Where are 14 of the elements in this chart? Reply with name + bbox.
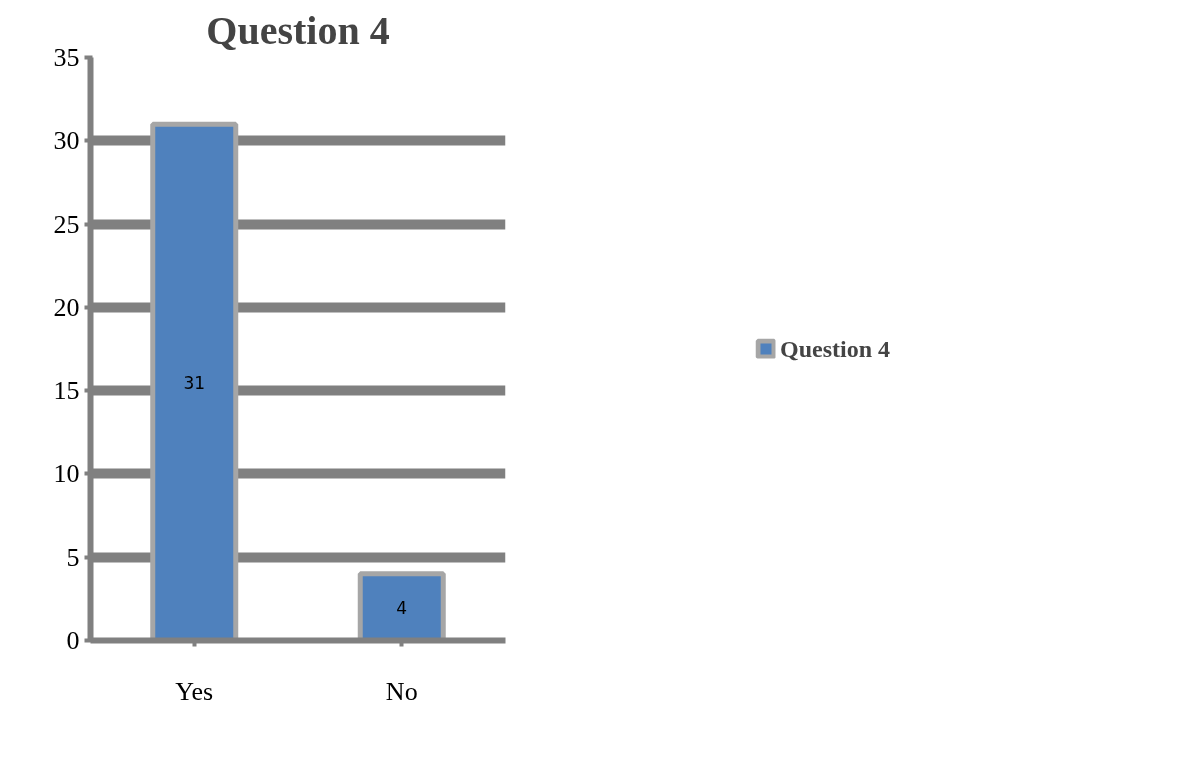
x-tick-label: No bbox=[385, 676, 418, 706]
y-tick-label: 25 bbox=[53, 209, 80, 239]
y-tick-label: 10 bbox=[53, 459, 80, 489]
data-label: 4 bbox=[396, 597, 408, 618]
y-tick-label: 15 bbox=[53, 376, 80, 406]
y-tick-label: 35 bbox=[53, 43, 80, 72]
y-tick-label: 0 bbox=[66, 626, 80, 655]
data-label: 31 bbox=[183, 372, 206, 393]
legend-label: Question 4 bbox=[779, 335, 891, 362]
chart-title: Question 4 bbox=[206, 7, 390, 53]
y-tick-label: 5 bbox=[66, 542, 80, 572]
y-tick-label: 30 bbox=[53, 126, 80, 156]
x-tick-label: Yes bbox=[175, 676, 214, 706]
y-tick-label: 20 bbox=[53, 292, 80, 322]
